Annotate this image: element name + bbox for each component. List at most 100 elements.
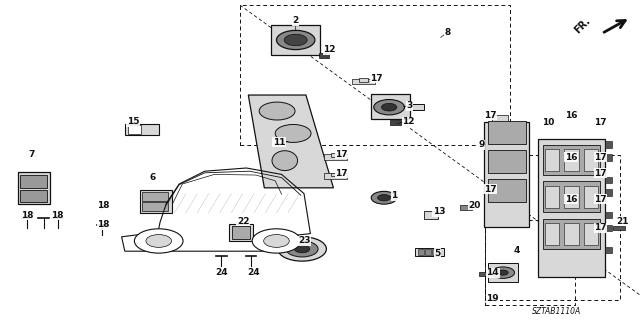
Bar <box>605 141 612 148</box>
Text: 8: 8 <box>445 28 451 36</box>
Bar <box>240 5 510 145</box>
Text: 2: 2 <box>292 16 299 25</box>
Circle shape <box>374 100 404 115</box>
Bar <box>584 149 598 171</box>
Text: 5: 5 <box>435 249 441 258</box>
Text: 6: 6 <box>149 173 156 182</box>
Text: 23: 23 <box>298 236 311 245</box>
Circle shape <box>278 237 326 261</box>
Bar <box>352 79 375 84</box>
Text: 24: 24 <box>247 268 260 277</box>
Bar <box>359 78 368 82</box>
Bar <box>232 226 250 239</box>
Circle shape <box>146 235 172 247</box>
Text: 17: 17 <box>484 111 497 120</box>
Bar <box>605 177 612 183</box>
Bar <box>605 212 612 218</box>
Bar <box>371 94 410 119</box>
Bar <box>390 120 401 125</box>
Text: 18: 18 <box>97 201 110 210</box>
Bar <box>545 149 559 171</box>
Bar <box>605 247 612 253</box>
Circle shape <box>378 195 390 201</box>
Bar <box>485 220 575 305</box>
Text: 20: 20 <box>468 201 481 210</box>
Text: 16: 16 <box>564 195 577 204</box>
Text: 7: 7 <box>29 150 35 159</box>
Text: 17: 17 <box>594 223 607 232</box>
Bar <box>140 190 172 213</box>
Text: 3: 3 <box>406 101 413 110</box>
Text: 17: 17 <box>594 195 607 204</box>
Circle shape <box>134 229 183 253</box>
Text: 17: 17 <box>335 169 348 178</box>
Bar <box>324 154 347 160</box>
Text: 17: 17 <box>594 118 607 127</box>
Bar <box>605 154 612 161</box>
Bar <box>271 25 320 55</box>
Bar <box>564 149 579 171</box>
Text: 18: 18 <box>51 211 64 220</box>
Circle shape <box>381 103 397 111</box>
Text: 17: 17 <box>594 153 607 162</box>
Text: 12: 12 <box>402 117 415 126</box>
Text: 17: 17 <box>594 169 607 178</box>
Bar <box>543 181 600 212</box>
Bar <box>142 202 168 211</box>
Text: 24: 24 <box>215 268 228 277</box>
Bar <box>543 145 600 175</box>
Bar <box>229 224 253 241</box>
Text: 17: 17 <box>335 150 348 159</box>
Bar <box>543 219 600 249</box>
Text: 12: 12 <box>323 45 336 54</box>
Bar <box>20 175 47 188</box>
Bar <box>331 172 340 176</box>
Bar <box>545 223 559 245</box>
Text: 22: 22 <box>237 217 250 226</box>
Text: 16: 16 <box>564 153 577 162</box>
Bar <box>488 263 518 282</box>
Text: 11: 11 <box>273 138 285 147</box>
Circle shape <box>276 30 315 50</box>
Text: 1: 1 <box>391 191 397 200</box>
Bar <box>319 53 329 58</box>
Circle shape <box>498 270 508 275</box>
Bar <box>425 249 431 255</box>
Circle shape <box>286 241 318 257</box>
Text: SZTAB1110A: SZTAB1110A <box>532 308 581 316</box>
Ellipse shape <box>272 151 298 171</box>
Bar <box>605 225 612 231</box>
Bar <box>142 192 168 201</box>
Bar <box>488 121 526 144</box>
Circle shape <box>252 229 301 253</box>
Bar <box>18 172 50 204</box>
Bar <box>324 173 347 179</box>
Bar <box>460 205 472 210</box>
Bar <box>20 190 47 202</box>
Bar <box>584 186 598 208</box>
Text: 10: 10 <box>541 118 554 127</box>
Circle shape <box>284 34 307 46</box>
Bar <box>424 211 438 219</box>
Bar <box>479 272 486 276</box>
Bar <box>584 223 598 245</box>
Bar <box>418 249 424 255</box>
Bar <box>415 248 444 256</box>
Text: 21: 21 <box>616 217 628 226</box>
Circle shape <box>259 102 295 120</box>
Bar <box>564 186 579 208</box>
Text: 17: 17 <box>370 74 383 83</box>
Circle shape <box>492 267 515 278</box>
Text: 16: 16 <box>564 111 577 120</box>
Bar <box>410 104 424 110</box>
Text: 15: 15 <box>127 117 140 126</box>
Circle shape <box>264 235 289 247</box>
Text: 18: 18 <box>20 211 33 220</box>
Text: 19: 19 <box>486 294 499 303</box>
Bar <box>538 139 605 277</box>
Bar <box>564 223 579 245</box>
Polygon shape <box>248 95 333 188</box>
Bar <box>492 115 508 121</box>
Text: 14: 14 <box>486 268 499 277</box>
Bar <box>331 153 340 157</box>
